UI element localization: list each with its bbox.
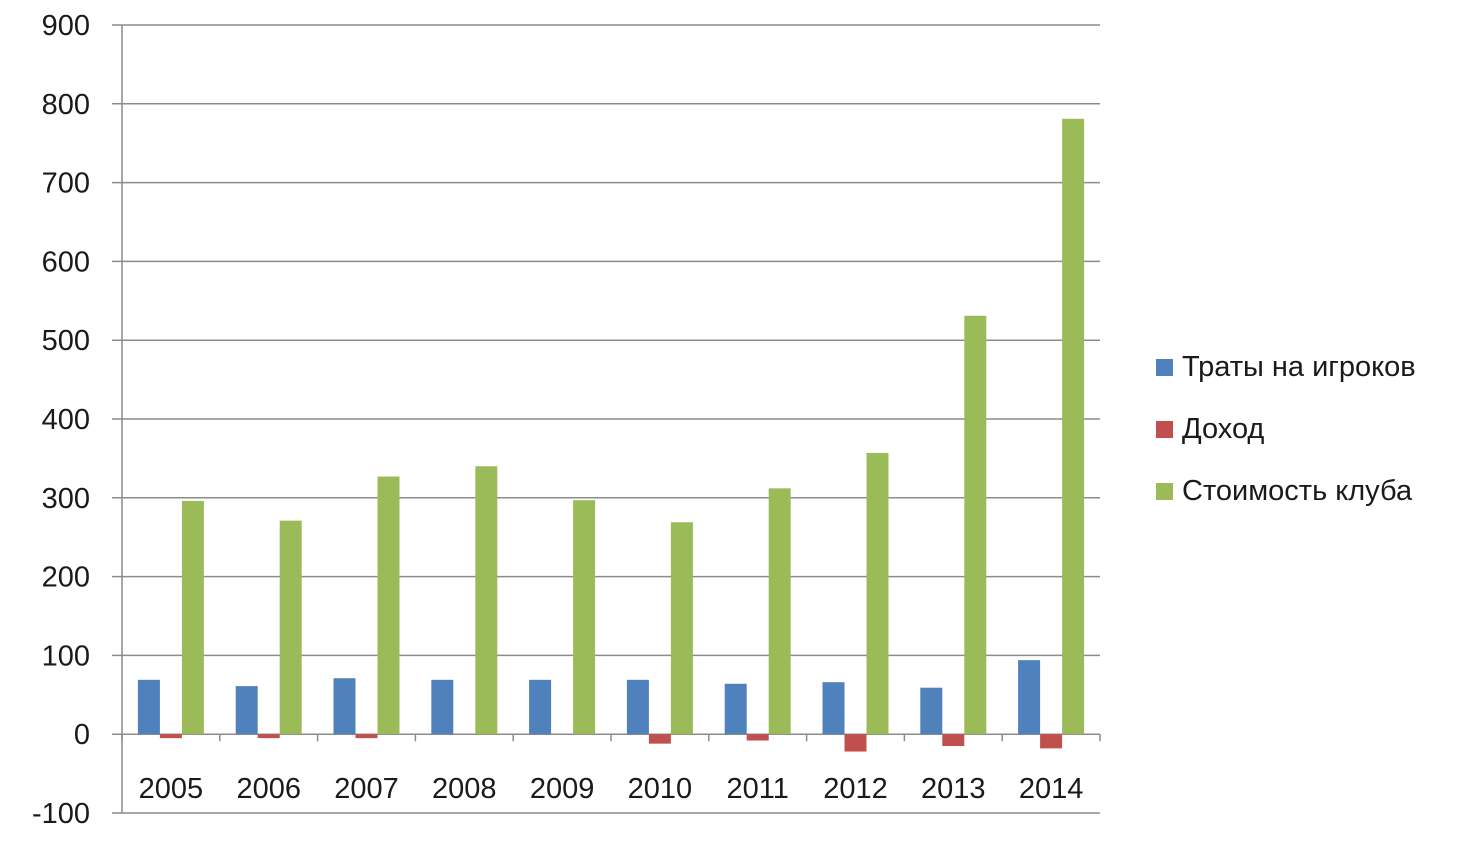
legend-label-club-value: Стоимость клуба: [1182, 474, 1413, 507]
income-bar: [1040, 734, 1063, 749]
club-value-bar: [181, 500, 204, 735]
legend-swatch-spending: [1156, 358, 1173, 376]
spending-bar: [137, 679, 160, 735]
x-tick-label: 2008: [432, 773, 497, 805]
club-value-bar: [377, 476, 400, 735]
club-value-bar: [1062, 118, 1085, 735]
y-tick-label: 900: [42, 10, 90, 42]
club-value-bar: [866, 452, 889, 735]
legend-swatch-club-value: [1156, 482, 1173, 500]
spending-bar: [431, 679, 454, 735]
y-tick-labels: 900 800 700 600 500 400 300 200 100 0 -100: [32, 10, 90, 830]
x-tick-label: 2007: [334, 773, 399, 805]
y-tick-label: 200: [42, 562, 90, 594]
y-tick-label: 300: [42, 483, 90, 515]
y-tick-label: 100: [42, 640, 90, 672]
spending-bar: [1018, 660, 1041, 735]
y-tick-label: -100: [32, 798, 90, 830]
x-tick-label: 2009: [530, 773, 595, 805]
bars: [137, 118, 1085, 752]
income-bar: [159, 734, 182, 739]
x-tick-label: 2006: [236, 773, 301, 805]
y-tick-label: 800: [42, 89, 90, 121]
legend-item-club-value: Стоимость клуба: [1156, 460, 1416, 522]
income-bar: [257, 734, 280, 739]
axes: [121, 25, 1101, 813]
spending-bar: [822, 682, 845, 735]
club-value-bar: [670, 522, 693, 735]
y-tick-label: 600: [42, 246, 90, 278]
spending-bar: [333, 678, 356, 735]
y-tick-label: 500: [42, 325, 90, 357]
club-value-bar: [475, 466, 498, 735]
club-value-bar: [964, 315, 987, 735]
legend: Траты на игроков Доход Стоимость клуба: [1156, 336, 1416, 522]
y-tick-label: 400: [42, 404, 90, 436]
x-tick-labels: 2005 2006 2007 2008 2009 2010 2011 2012 2013 2014: [139, 773, 1084, 805]
x-tick-label: 2010: [628, 773, 693, 805]
y-tick-label: 700: [42, 168, 90, 200]
club-value-bar: [279, 520, 302, 735]
income-bar: [648, 734, 671, 744]
legend-swatch-income: [1156, 420, 1173, 438]
x-tick-label: 2014: [1019, 773, 1084, 805]
legend-item-spending: Траты на игроков: [1156, 336, 1416, 398]
y-tick-label: 0: [74, 719, 90, 751]
spending-bar: [235, 686, 258, 735]
income-bar: [942, 734, 965, 747]
spending-bar: [626, 679, 649, 735]
income-bar: [355, 734, 378, 739]
legend-label-spending: Траты на игроков: [1182, 350, 1416, 383]
income-bar: [844, 734, 867, 752]
spending-bar: [920, 687, 943, 735]
spending-bar: [529, 679, 552, 735]
legend-item-income: Доход: [1156, 398, 1416, 460]
club-value-bar: [768, 488, 791, 735]
spending-bar: [724, 683, 747, 735]
income-bar: [746, 734, 769, 741]
legend-label-income: Доход: [1182, 412, 1265, 445]
club-value-bar: [573, 500, 596, 735]
x-tick-label: 2005: [139, 773, 204, 805]
gridlines: [112, 24, 1100, 814]
x-tick-label: 2013: [921, 773, 986, 805]
x-tick-label: 2011: [727, 773, 789, 805]
x-tick-label: 2012: [823, 773, 888, 805]
